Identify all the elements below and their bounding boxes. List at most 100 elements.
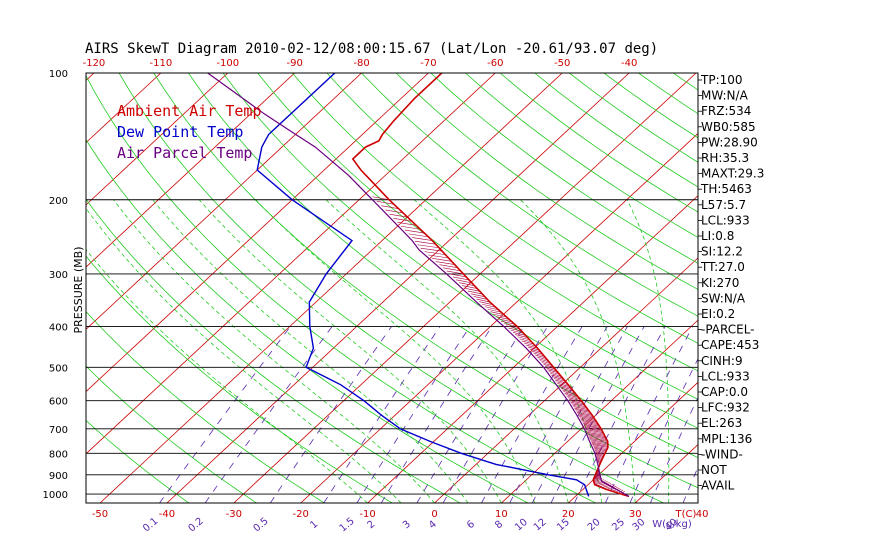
- mixing-ratio-line: [442, 326, 548, 503]
- hatch-line: [501, 320, 515, 325]
- hatch-line: [609, 487, 619, 491]
- index-entry: -WIND-: [701, 447, 743, 461]
- top-temp-tick-label: -80: [353, 58, 369, 69]
- mixing-ratio-line: [605, 326, 694, 503]
- dry-adiabat-line: [188, 73, 698, 459]
- hatch-line: [526, 344, 538, 349]
- hatch-line: [568, 398, 583, 403]
- dry-adiabat-line: [465, 73, 698, 238]
- hatch-line: [565, 394, 579, 398]
- isotherm-line: [501, 319, 698, 503]
- temp-unit-label: T(C): [675, 509, 697, 520]
- legend-entry: Ambient Air Temp: [117, 102, 262, 120]
- hatch-line: [536, 356, 548, 361]
- hatch-line: [595, 452, 605, 456]
- hatch-line: [534, 354, 546, 359]
- hatch-line: [594, 448, 606, 453]
- index-entry: WB0:585: [701, 120, 756, 134]
- hatch-line: [603, 485, 615, 489]
- isotherm-line: [568, 381, 698, 503]
- hatch-line: [493, 313, 507, 318]
- hatch-line: [465, 288, 480, 292]
- hatch-line: [523, 342, 536, 347]
- hatch-line: [582, 421, 599, 426]
- hatch-line: [376, 200, 395, 205]
- hatch-line: [452, 276, 470, 281]
- index-entry: EI:0.2: [701, 307, 735, 321]
- moist-adiabat-line: [626, 199, 670, 503]
- hatch-line: [591, 442, 608, 447]
- hatch-line: [459, 282, 475, 287]
- hatch-line: [479, 301, 493, 305]
- hatch-line: [404, 229, 425, 234]
- index-entry: CAP:0.0: [701, 385, 748, 399]
- hatch-line: [581, 420, 598, 424]
- dry-adiabat-line: [257, 73, 698, 400]
- dry-adiabat-line: [153, 73, 698, 489]
- hatch-line: [432, 257, 452, 262]
- hatch-line: [567, 397, 582, 401]
- hatch-line: [594, 480, 606, 485]
- hatch-line: [560, 387, 574, 392]
- hatch-line: [552, 376, 565, 380]
- mixing-ratio-tick-label: 4: [427, 519, 439, 532]
- hatch-line: [462, 285, 478, 289]
- index-entry: MW:N/A: [701, 89, 749, 103]
- mixing-ratio-line: [574, 326, 666, 503]
- hatch-line: [515, 334, 528, 338]
- top-temp-tick-label: -120: [83, 58, 106, 69]
- hatch-line: [588, 434, 606, 439]
- top-temp-tick-label: -60: [487, 58, 503, 69]
- hatch-line: [594, 481, 608, 485]
- mixing-ratio-tick-label: 0.1: [141, 516, 160, 535]
- dry-adiabat-line: [395, 73, 698, 290]
- hatch-line: [414, 240, 436, 245]
- hatch-line: [590, 439, 608, 443]
- pressure-tick-label: 100: [49, 69, 68, 80]
- hatch-line: [439, 264, 458, 269]
- mixing-ratio-tick-label: 1: [308, 519, 320, 532]
- hatch-line: [510, 329, 524, 334]
- hatch-line: [393, 218, 412, 222]
- mixing-ratio-line: [269, 326, 392, 503]
- hatch-line: [593, 477, 602, 482]
- mixing-ratio-line: [629, 358, 698, 503]
- hatch-line: [577, 413, 594, 417]
- plot-frame: [85, 72, 699, 504]
- moist-adiabat-line: [86, 248, 368, 503]
- dry-adiabat-line: [86, 419, 190, 503]
- hatch-line: [533, 352, 545, 357]
- mixing-ratio-line: [509, 326, 608, 503]
- hatch-line: [580, 418, 597, 423]
- pressure-tick-label: 900: [49, 471, 68, 482]
- isotherm-line: [166, 73, 630, 503]
- hatch-line: [385, 209, 404, 214]
- dry-adiabat-line: [777, 73, 870, 503]
- hatch-line: [548, 371, 560, 375]
- hatch-line: [408, 233, 429, 238]
- hatch-line: [424, 251, 446, 255]
- mixing-ratio-line: [650, 396, 698, 503]
- mixing-ratio-tick-label: 2: [366, 519, 378, 532]
- index-entry: EL:263: [701, 416, 742, 430]
- bottom-temp-tick-label: -20: [293, 509, 309, 520]
- legend: Ambient Air Temp Dew Point Temp Air Parcel…: [117, 102, 262, 162]
- hatch-line: [531, 350, 543, 355]
- hatch-line: [508, 327, 522, 332]
- hatch-line: [582, 422, 600, 427]
- hatch-line: [579, 417, 597, 422]
- hatch-line: [541, 362, 553, 366]
- hatch-line: [575, 409, 591, 413]
- dry-adiabat-line: [222, 73, 698, 429]
- hatch-line: [546, 367, 557, 372]
- hatch-line: [595, 451, 605, 455]
- index-entry: -PARCEL-: [701, 323, 755, 337]
- hatch-line: [583, 424, 601, 428]
- mixing-ratio-tick-label: 0.2: [187, 516, 206, 535]
- hatch-line: [417, 244, 440, 249]
- isotherm-line: [86, 73, 496, 455]
- hatch-line: [588, 435, 607, 440]
- isotherm-line: [769, 73, 870, 503]
- hatch-line: [562, 389, 576, 394]
